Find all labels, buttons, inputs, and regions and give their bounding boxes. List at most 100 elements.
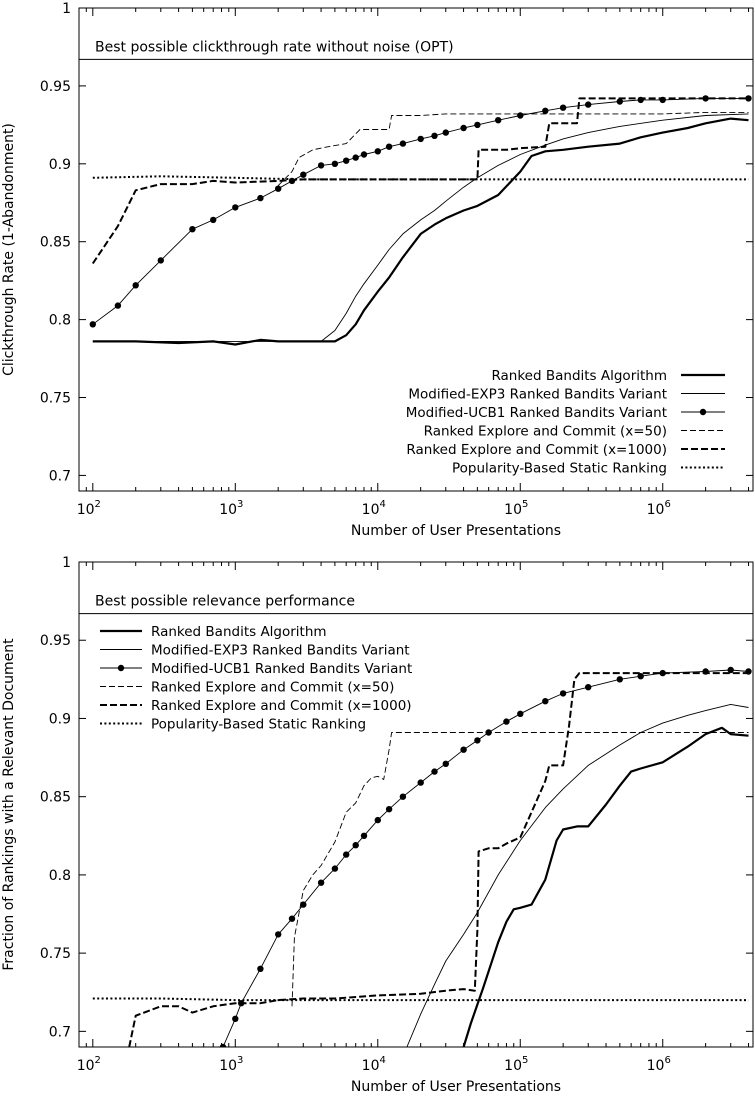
- series-marker: [474, 121, 481, 129]
- series-line-4: [277, 111, 749, 186]
- series-line-2: [406, 703, 749, 1047]
- legend-sample-marker: [699, 408, 707, 416]
- series-marker: [517, 112, 524, 119]
- y-tick-label: 0.7: [49, 1024, 71, 1040]
- series-marker: [360, 151, 368, 158]
- series-marker: [360, 832, 368, 839]
- x-tick-label: 102: [77, 499, 101, 518]
- series-marker: [542, 698, 549, 705]
- series-marker: [474, 737, 481, 744]
- y-tick-label: 0.75: [40, 391, 71, 407]
- y-tick-label: 1: [62, 555, 71, 571]
- legend-label: Modified-UCB1 Ranked Bandits Variant: [406, 405, 667, 421]
- y-tick-label: 0.8: [49, 868, 71, 884]
- series-marker: [517, 710, 524, 717]
- series-marker: [210, 216, 217, 224]
- series-marker: [460, 746, 467, 753]
- legend-label: Modified-UCB1 Ranked Bandits Variant: [151, 661, 412, 677]
- y-tick-label: 0.75: [40, 946, 71, 962]
- series-marker: [727, 666, 734, 674]
- series-marker: [232, 204, 239, 211]
- x-tick-label: 103: [219, 499, 243, 518]
- series-marker: [637, 673, 644, 680]
- series-marker: [431, 132, 438, 139]
- series-marker: [300, 901, 307, 908]
- series-marker: [257, 194, 264, 202]
- legend-label: Popularity-Based Static Ranking: [151, 717, 366, 733]
- legend-label: Ranked Explore and Commit (x=50): [151, 680, 394, 696]
- series-marker: [374, 148, 381, 155]
- series-marker: [385, 806, 393, 813]
- series-marker: [559, 104, 567, 111]
- series-marker: [745, 95, 752, 102]
- x-tick-label: 104: [362, 499, 386, 518]
- y-axis-title: Fraction of Rankings with a Relevant Doc…: [1, 638, 17, 971]
- series-marker: [442, 129, 449, 136]
- reference-line-label: Best possible relevance performance: [95, 594, 355, 610]
- reference-line-label: Best possible clickthrough rate without …: [95, 39, 454, 55]
- legend-label: Popularity-Based Static Ranking: [452, 461, 667, 477]
- legend-sample-marker: [117, 664, 125, 672]
- series-marker: [585, 684, 592, 691]
- series-marker: [257, 965, 264, 972]
- series-marker: [352, 154, 359, 161]
- series-marker: [385, 143, 393, 150]
- series-marker: [417, 135, 424, 143]
- series-marker: [232, 1015, 239, 1022]
- series-marker: [431, 768, 438, 775]
- x-axis-title: Number of User Presentations: [351, 523, 561, 539]
- y-tick-label: 0.7: [49, 468, 71, 484]
- series-marker: [132, 282, 139, 289]
- series-marker: [343, 851, 350, 858]
- y-tick-label: 0.95: [40, 79, 71, 95]
- legend-label: Modified-EXP3 Ranked Bandits Variant: [408, 387, 667, 403]
- x-tick-label: 106: [647, 1055, 671, 1074]
- series-marker: [616, 98, 623, 105]
- legend-label: Modified-EXP3 Ranked Bandits Variant: [151, 643, 410, 659]
- series-marker: [495, 117, 502, 124]
- legend-label: Ranked Explore and Commit (x=1000): [406, 442, 667, 458]
- series-marker: [189, 226, 196, 233]
- plot-area: [89, 95, 752, 346]
- x-tick-label: 105: [504, 1055, 528, 1074]
- plot-frame: [78, 7, 754, 492]
- series-line-1: [462, 726, 749, 1047]
- legend-label: Ranked Bandits Algorithm: [491, 368, 667, 384]
- y-tick-label: 0.8: [49, 313, 71, 329]
- y-axis-title: Clickthrough Rate (1-Abandonment): [1, 123, 17, 376]
- series-marker: [275, 185, 282, 192]
- legend-label: Ranked Bandits Algorithm: [151, 624, 327, 640]
- series-marker: [374, 816, 381, 824]
- series-marker: [317, 879, 325, 886]
- x-tick-label: 102: [77, 1055, 101, 1074]
- y-tick-label: 0.85: [40, 790, 71, 806]
- series-marker: [659, 669, 666, 677]
- legend-label: Ranked Explore and Commit (x=1000): [151, 698, 412, 714]
- series-marker: [399, 140, 407, 147]
- series-line-2: [92, 113, 749, 342]
- series-marker: [317, 162, 325, 169]
- series-marker: [352, 842, 359, 849]
- series-marker: [442, 760, 449, 767]
- x-tick-label: 106: [647, 499, 671, 518]
- series-marker: [616, 676, 623, 683]
- series-marker: [417, 779, 424, 786]
- series-marker: [559, 690, 567, 697]
- x-tick-label: 105: [504, 499, 528, 518]
- y-tick-label: 0.85: [40, 235, 71, 251]
- chart-panel-1: 0.7 0.75 0.8 0.85 0.9 0.95 1 102 103 104 105 106 Num…: [1, 1, 754, 539]
- series-line-3: [92, 97, 749, 325]
- chart-panel-2: 0.7 0.75 0.8 0.85 0.9 0.95 1 102 103 104 105 106 Num…: [1, 555, 754, 1095]
- x-tick-label: 104: [362, 1055, 386, 1074]
- series-line-1: [92, 117, 749, 346]
- plot-frame: [78, 561, 754, 1048]
- series-marker: [331, 865, 339, 872]
- y-tick-label: 0.9: [49, 157, 71, 173]
- x-tick-label: 103: [219, 1055, 243, 1074]
- series-marker: [503, 718, 510, 725]
- series-marker: [585, 101, 592, 108]
- series-line-5: [91, 97, 749, 265]
- series-marker: [275, 931, 282, 938]
